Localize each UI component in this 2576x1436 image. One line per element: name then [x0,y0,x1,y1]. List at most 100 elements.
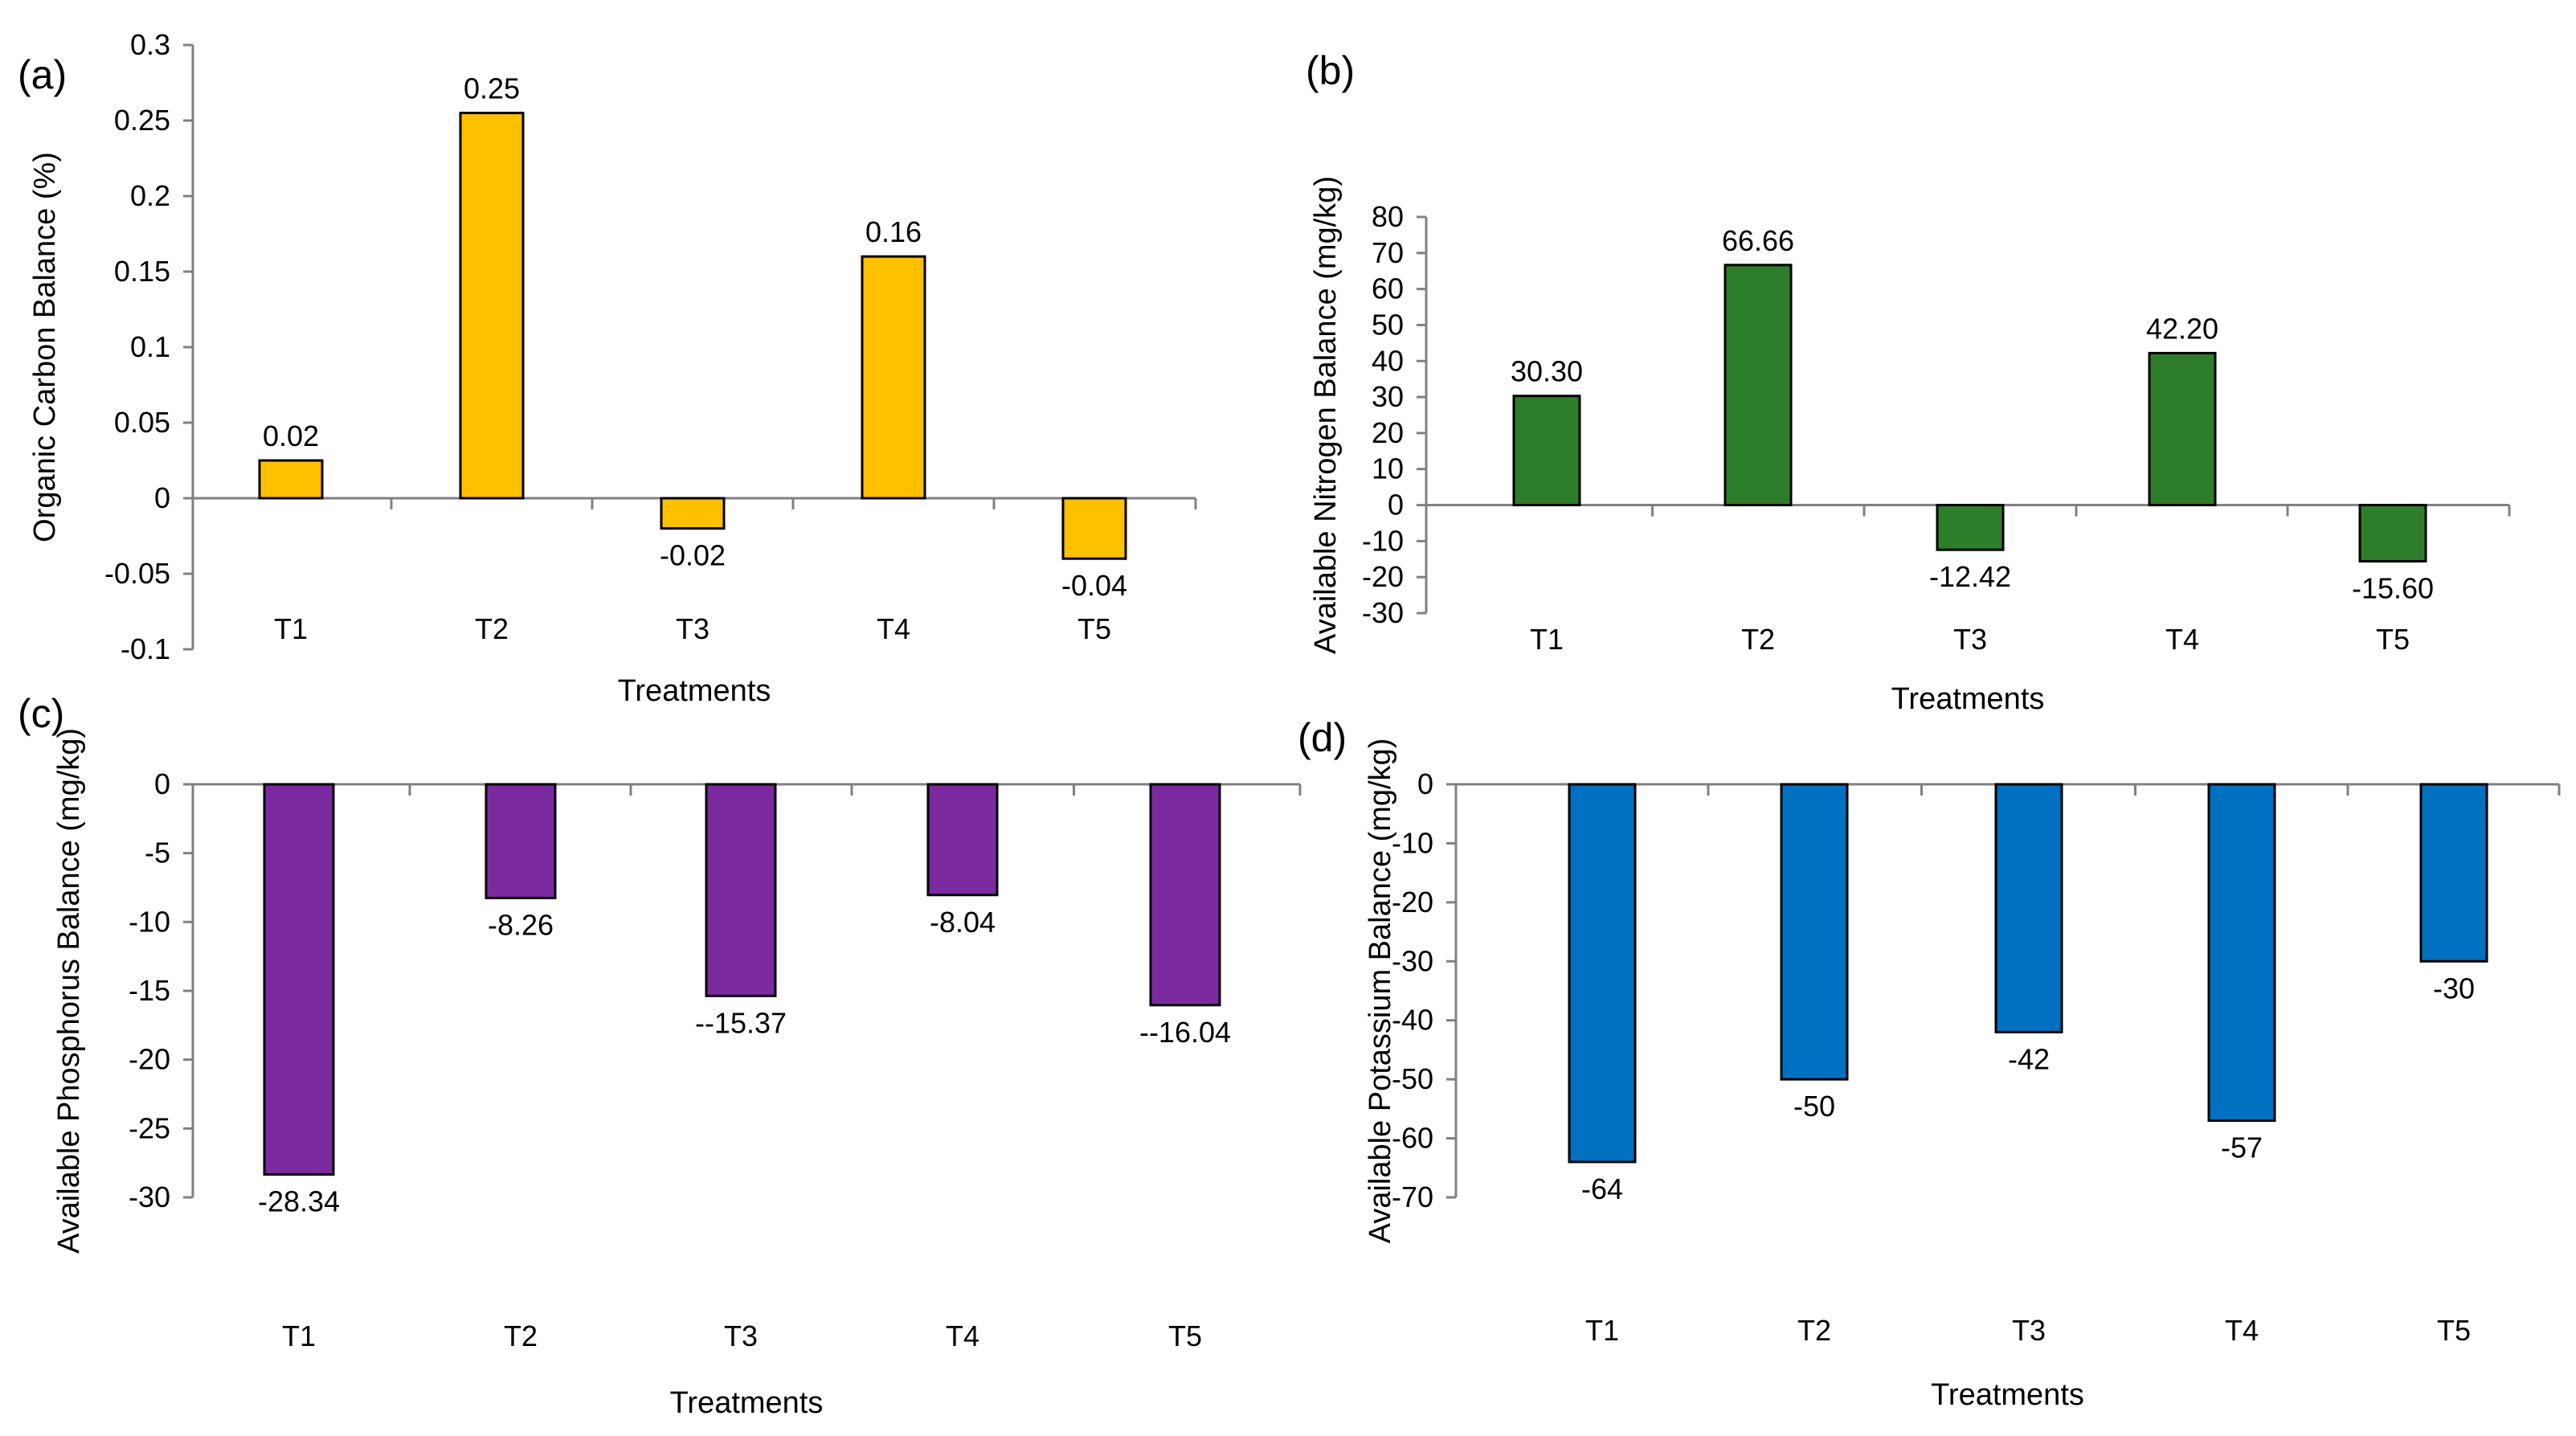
y-tick-label: 20 [1372,416,1404,449]
data-label: 30.30 [1511,355,1583,388]
y-axis-title: Available Nitrogen Balance (mg/kg) [1309,176,1343,654]
bar-t5 [1149,783,1221,1007]
y-tick-label: 80 [1372,200,1404,233]
y-tick-label: -60 [1392,1122,1433,1155]
panel-label-a: (a) [18,52,67,97]
bar-t2 [1723,264,1793,507]
y-tick-label: 10 [1372,452,1404,485]
x-axis-title: Treatments [618,674,771,708]
y-axis-title: Organic Carbon Balance (%) [28,152,62,542]
y-tick-label: -20 [1392,886,1433,918]
y-tick-label: 0 [154,481,170,514]
y-tick-label: -20 [129,1043,170,1076]
x-tick-label: T1 [1585,1314,1619,1347]
x-tick-label: T5 [2437,1314,2471,1347]
panel-a-organic-carbon: (a) 0.3 0.25 0.2 0.15 0.1 0.05 0 -0.05 -0.1 0.02 T… [18,28,1197,708]
y-tick-label: -30 [1392,944,1433,977]
x-tick-label: T4 [946,1319,979,1352]
y-tick-label: -30 [1362,596,1404,629]
data-label: -0.02 [660,539,726,572]
y-tick-label: -5 [145,837,170,869]
data-label: -50 [1793,1090,1835,1123]
panel-label-b: (b) [1306,48,1355,93]
data-label: -8.26 [488,909,554,942]
bar-t4 [861,255,926,500]
y-tick-label: -25 [129,1111,170,1144]
y-tick-label: -20 [1362,560,1404,593]
y-tick-label: 70 [1372,236,1404,269]
x-tick-label: T5 [1077,612,1111,645]
bar-t4 [2148,351,2217,507]
y-tick-label: -0.1 [121,632,170,665]
bar-t5 [2358,504,2427,563]
data-label: 0.16 [865,215,922,248]
bar-t1 [1568,783,1637,1164]
data-label: -15.60 [2352,571,2434,604]
x-tick-label: T3 [676,612,709,645]
panel-c-phosphorus: (c) 0 -5 -10 -15 -20 -25 -30 -28.34 T1 -8.26 T2 --1… [18,691,1302,1420]
y-axis-title: Available Potassium Balance (mg/kg) [1364,738,1397,1244]
y-tick-label: -0.05 [104,557,170,590]
x-tick-label: T3 [1953,623,1987,656]
bar-t4 [2207,783,2276,1123]
data-label: --16.04 [1139,1016,1231,1049]
data-label: 0.25 [464,72,520,105]
bar-t3 [1936,504,2005,551]
y-tick-label: 0.3 [130,28,170,61]
y-tick-label: -10 [129,905,170,938]
y-tick-label: -50 [1392,1062,1433,1095]
bar-t5 [2419,783,2488,963]
data-label: -0.04 [1061,569,1127,602]
bar-t4 [926,783,999,897]
x-tick-label: T2 [1797,1314,1831,1347]
x-tick-label: T1 [282,1319,316,1352]
x-tick-label: T3 [2012,1314,2046,1347]
y-tick-label: -40 [1392,1004,1433,1037]
data-label: 0.02 [263,419,319,452]
x-axis-title: Treatments [1931,1378,2084,1412]
x-axis-title: Treatments [670,1386,824,1420]
data-label: -64 [1581,1172,1623,1205]
data-label: --15.37 [695,1006,787,1039]
bar-t1 [1512,395,1581,507]
y-tick-label: -30 [129,1180,170,1213]
bar-t2 [459,112,525,500]
y-tick-label: 0.25 [114,104,170,137]
bar-t3 [705,783,777,997]
data-label: -12.42 [1929,560,2011,593]
y-tick-label: -10 [1362,524,1404,557]
bar-t1 [258,459,324,500]
y-tick-label: -15 [129,974,170,1007]
x-tick-label: T4 [2225,1314,2259,1347]
data-label: 66.66 [1722,224,1794,257]
y-tick-label: 0.2 [130,179,170,212]
x-tick-label: T4 [877,612,910,645]
y-tick-label: 40 [1372,344,1404,377]
y-tick-label: 0 [1388,489,1404,522]
y-tick-label: -70 [1392,1180,1433,1213]
panel-label-d: (d) [1298,715,1347,760]
data-label: -42 [2008,1042,2050,1075]
y-axis-title: Available Phosphorus Balance (mg/kg) [52,728,86,1254]
data-label: -28.34 [258,1185,340,1218]
x-tick-label: T4 [2165,623,2199,656]
y-tick-label: 0.05 [114,406,170,439]
x-tick-label: T2 [1741,623,1775,656]
x-tick-label: T3 [724,1319,758,1352]
panel-label-c: (c) [18,691,64,736]
x-tick-label: T2 [504,1319,538,1352]
y-tick-label: 0 [1417,767,1433,800]
x-tick-label: T5 [1168,1319,1202,1352]
data-label: 42.20 [2146,312,2218,345]
y-tick-label: 0.1 [130,330,170,363]
y-tick-label: 30 [1372,380,1404,413]
x-tick-label: T5 [2376,623,2410,656]
panel-d-potassium: (d) 0 -10 -20 -30 -40 -50 -60 -70 -64 T1 -50 T2 -42 T… [1298,715,2561,1412]
x-tick-label: T2 [475,612,509,645]
data-label: -57 [2221,1131,2263,1164]
bar-t2 [485,783,557,900]
y-tick-label: 50 [1372,308,1404,341]
y-tick-label: 0 [154,767,170,800]
data-label: -8.04 [930,906,996,939]
